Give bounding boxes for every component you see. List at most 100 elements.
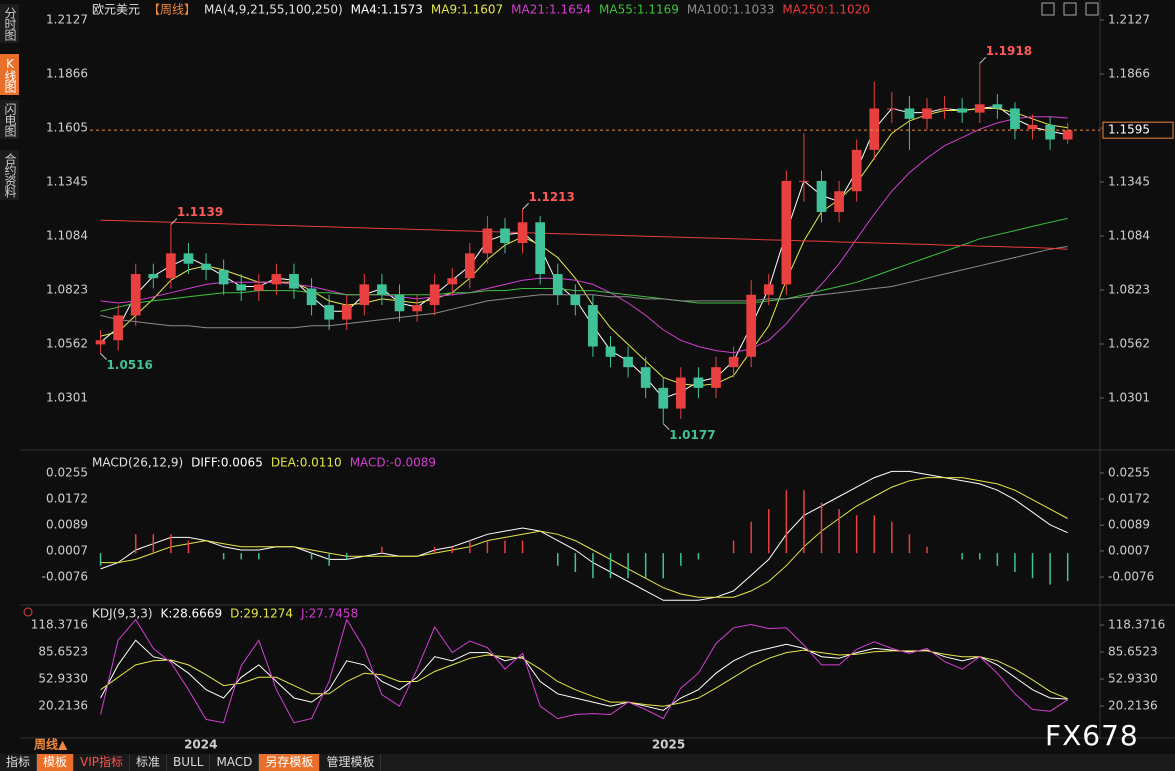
y-tick-label: 1.2127 <box>46 13 88 27</box>
tool[interactable]: BULL <box>167 754 211 771</box>
header-label: MA9:1.1607 <box>431 3 503 17</box>
y-tick-label: 20.2136 <box>38 699 88 713</box>
last-price-label: 1.1595 <box>1108 123 1150 137</box>
annotation-leader <box>979 56 987 64</box>
candle-body <box>799 180 809 182</box>
header-label: MA250:1.1020 <box>782 3 870 17</box>
candle-body <box>693 377 704 388</box>
candle-body <box>201 263 211 270</box>
annotation: 1.1139 <box>177 205 223 219</box>
candle-body <box>588 305 598 347</box>
indicator-line <box>100 105 1068 399</box>
annotation-leader <box>170 218 178 225</box>
candle-body <box>974 104 985 113</box>
candle-body <box>324 305 334 320</box>
y-tick-label: 0.0089 <box>1108 518 1150 532</box>
candle-body <box>605 346 616 357</box>
candle-body <box>464 253 475 279</box>
candle-body <box>166 253 176 279</box>
header-label: MA4:1.1573 <box>351 3 423 17</box>
y-tick-label: 1.0562 <box>46 336 88 350</box>
candle-body <box>869 108 880 150</box>
indicator-line <box>100 618 1068 724</box>
y-tick-label: 0.0255 <box>46 465 88 479</box>
y-tick-label: 1.1866 <box>46 67 88 81</box>
icon[interactable] <box>1041 2 1055 16</box>
candle-body <box>306 288 317 306</box>
header-label: MA55:1.1169 <box>599 3 679 17</box>
candle-body <box>851 149 862 192</box>
y-tick-label: 1.0823 <box>46 282 88 296</box>
candle-body <box>517 222 528 243</box>
indicator-line <box>100 477 1068 598</box>
y-tick-label: 1.0301 <box>46 391 88 405</box>
indicator-line <box>100 470 1068 601</box>
candle-body <box>939 108 950 110</box>
candle-body <box>887 108 897 110</box>
candle-body <box>1010 108 1020 130</box>
tool[interactable]: 另存模板 <box>259 754 321 771</box>
y-tick-label: -0.0076 <box>1108 570 1154 584</box>
candle-body <box>341 305 352 320</box>
tool[interactable]: 标准 <box>130 754 168 771</box>
annotation-leader <box>100 353 107 360</box>
x-tick-label: 2025 <box>652 738 685 752</box>
y-tick-label: 52.9330 <box>38 672 88 686</box>
candle-body <box>429 284 440 306</box>
candle-body <box>834 191 844 212</box>
candle-body <box>1062 130 1073 140</box>
candle-body <box>1027 125 1038 130</box>
icon[interactable] <box>1085 2 1099 16</box>
header-label: KDJ(9,3,3) <box>92 607 153 621</box>
candle-body <box>1045 125 1055 140</box>
tool[interactable]: MACD <box>210 754 260 771</box>
indicator-line <box>100 649 1068 707</box>
tab[interactable]: K线图 <box>0 54 19 95</box>
y-tick-label: 0.0089 <box>46 518 88 532</box>
y-tick-label: 0.0255 <box>1108 465 1150 479</box>
indicator-line <box>100 219 1068 250</box>
candle-body <box>359 284 370 306</box>
tool[interactable]: 指标 <box>0 754 38 771</box>
candle-body <box>500 228 510 243</box>
tab[interactable]: 闪电图 <box>0 100 19 139</box>
candle-body <box>992 104 1003 109</box>
y-tick-label: 1.1084 <box>1108 228 1150 242</box>
candle-body <box>552 274 563 295</box>
tab[interactable]: 分时图 <box>0 4 19 43</box>
header-label: MACD(26,12,9) <box>92 456 183 470</box>
indicator-icon[interactable] <box>23 607 33 617</box>
icon[interactable] <box>1063 2 1077 16</box>
y-tick-label: 1.1605 <box>46 121 88 135</box>
candle-body <box>412 305 422 312</box>
indicator-line <box>100 217 1068 312</box>
y-tick-label: 0.0172 <box>1108 492 1150 506</box>
tool[interactable]: 管理模板 <box>320 754 382 771</box>
candle-body <box>253 284 264 291</box>
header-label: MA(4,9,21,55,100,250) <box>204 3 343 17</box>
candle-body <box>130 274 141 316</box>
tool[interactable]: 模板 <box>37 754 75 771</box>
toolbar: 指标 模板 VIP指标 标准 BULL MACD 另存模板 管理模板 <box>0 754 1175 771</box>
period-label[interactable]: 周线▲ <box>34 737 68 752</box>
indicator-line <box>100 639 1068 711</box>
candle-body <box>816 180 827 212</box>
tool[interactable]: VIP指标 <box>74 754 131 771</box>
candle-body <box>904 108 915 119</box>
candle-body <box>148 274 159 279</box>
candle-body <box>377 284 387 295</box>
candle-body <box>728 356 739 368</box>
y-tick-label: 118.3716 <box>31 618 88 632</box>
annotation: 1.0516 <box>107 358 153 372</box>
candle-body <box>113 315 123 341</box>
indicator-line <box>100 116 1068 354</box>
candle-body <box>289 274 299 289</box>
annotation: 1.1213 <box>529 190 575 204</box>
candle-body <box>746 294 757 357</box>
candle-body <box>183 253 194 264</box>
tab[interactable]: 合约资料 <box>0 150 19 200</box>
watermark: FX678 <box>1045 719 1139 752</box>
y-tick-label: 0.0007 <box>46 543 88 557</box>
y-tick-label: 1.1084 <box>46 228 88 242</box>
